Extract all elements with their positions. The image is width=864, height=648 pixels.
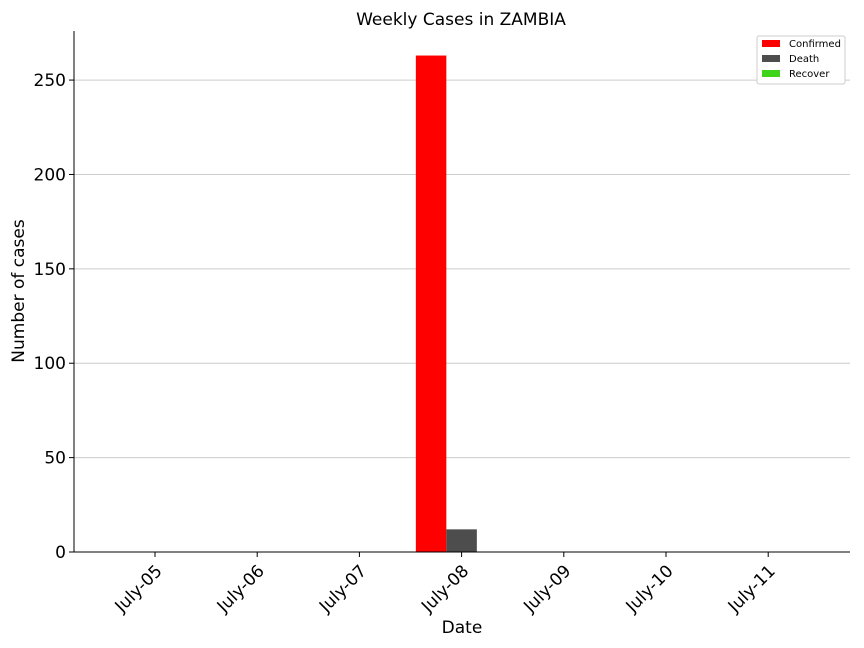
bar-death-july-08 — [446, 529, 477, 552]
y-ticks: 0 50 100 150 200 250 — [34, 71, 74, 563]
x-axis-label: Date — [442, 618, 483, 638]
y-tick-label: 200 — [34, 165, 66, 185]
x-tick-label: July-09 — [519, 561, 575, 617]
grid-lines — [74, 79, 850, 459]
x-tick-label: July-08 — [417, 561, 473, 617]
y-tick-label: 100 — [34, 354, 66, 374]
legend-swatch — [762, 55, 780, 62]
x-ticks: July-05 July-06 July-07 July-08 July-09 July-… — [111, 552, 780, 617]
x-tick-label: July-11 — [724, 561, 780, 617]
chart-title: Weekly Cases in ZAMBIA — [356, 10, 566, 30]
legend: Confirmed Death Recover — [756, 35, 846, 85]
legend-label: Confirmed — [789, 39, 841, 50]
legend-swatch — [762, 70, 780, 77]
bars — [415, 55, 477, 552]
x-tick-label: July-06 — [213, 561, 269, 617]
legend-swatch — [762, 40, 780, 47]
x-tick-label: July-05 — [111, 561, 167, 617]
y-tick-label: 250 — [34, 71, 66, 91]
y-tick-label: 150 — [34, 260, 66, 280]
y-axis-label: Number of cases — [9, 219, 29, 363]
legend-label: Death — [789, 54, 819, 65]
bar-confirmed-july-08 — [415, 55, 447, 552]
x-tick-label: July-10 — [622, 561, 678, 617]
x-tick-label: July-07 — [315, 561, 371, 617]
y-tick-label: 0 — [55, 543, 66, 563]
legend-label: Recover — [789, 69, 830, 80]
y-tick-label: 50 — [44, 449, 66, 469]
